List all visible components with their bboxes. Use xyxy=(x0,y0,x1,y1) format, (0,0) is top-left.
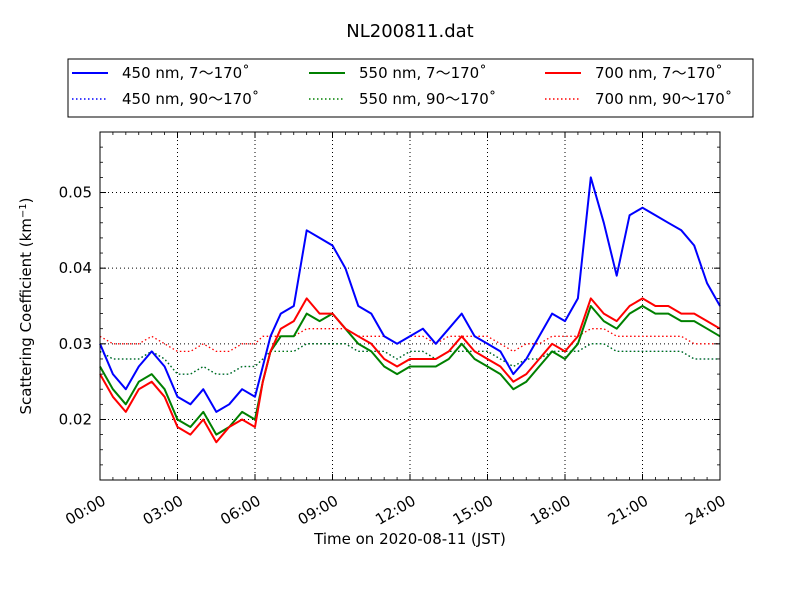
plot-area xyxy=(99,176,721,444)
legend-label: 550 nm, 90～170˚ xyxy=(359,90,496,108)
x-axis: 00:00 03:00 06:00 09:00 12:00 15:00 18:00 21:00… xyxy=(62,132,729,529)
legend-label: 550 nm, 7～170˚ xyxy=(359,64,487,82)
x-tick-label: 09:00 xyxy=(295,492,341,529)
x-axis-label: Time on 2020-08-11 (JST) xyxy=(313,530,506,548)
x-tick-label: 24:00 xyxy=(682,492,728,529)
series-line xyxy=(99,343,720,375)
y-axis: 0.02 0.03 0.04 0.05 xyxy=(59,146,720,466)
y-axis-label: Scattering Coefficient (km−1) xyxy=(17,197,35,414)
x-tick-label: 12:00 xyxy=(372,492,418,529)
x-tick-label: 15:00 xyxy=(450,492,496,529)
legend-label: 450 nm, 7～170˚ xyxy=(122,64,250,82)
chart-title: NL200811.dat xyxy=(346,21,473,42)
y-tick-label: 0.02 xyxy=(59,410,92,428)
series-line xyxy=(99,305,721,436)
legend-box xyxy=(67,58,754,118)
x-tick-label: 00:00 xyxy=(62,492,108,529)
y-tick-label: 0.05 xyxy=(59,184,92,202)
y-tick-label: 0.04 xyxy=(59,259,92,277)
grid xyxy=(100,132,720,480)
y-tick-label: 0.03 xyxy=(59,335,92,353)
legend: 450 nm, 7～170˚ 450 nm, 90～170˚ 550 nm, 7～1… xyxy=(67,58,754,118)
legend-label: 450 nm, 90～170˚ xyxy=(122,90,259,108)
x-tick-label: 21:00 xyxy=(605,492,651,529)
x-tick-label: 06:00 xyxy=(217,492,263,529)
series-line xyxy=(99,176,721,413)
series-line xyxy=(99,297,721,444)
legend-label: 700 nm, 7～170˚ xyxy=(595,64,723,82)
x-tick-label: 18:00 xyxy=(527,492,573,529)
legend-label: 700 nm, 90～170˚ xyxy=(595,90,732,108)
x-tick-label: 03:00 xyxy=(140,492,186,529)
